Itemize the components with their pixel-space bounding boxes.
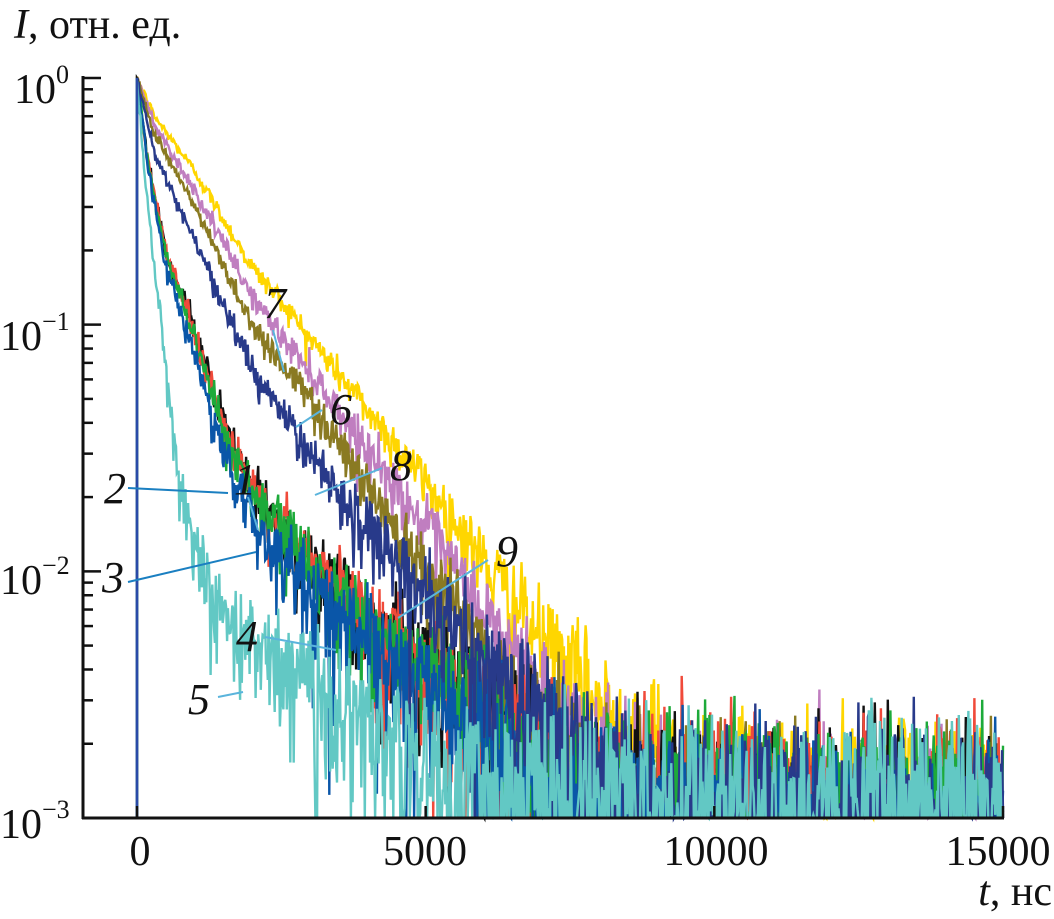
curve-label-1: 1	[234, 455, 256, 504]
curve-label-8: 8	[390, 441, 412, 490]
curve-label-9: 9	[496, 527, 518, 576]
series-group	[135, 73, 1005, 823]
y-axis-label: I, отн. ед.	[13, 2, 181, 48]
y-tick-labels: 100 10−1 10−2 10−3	[0, 60, 70, 848]
curve-label-3: 3	[101, 553, 124, 602]
y-tick-base: 10	[0, 314, 42, 360]
y-tick-label: 10−3	[0, 795, 70, 848]
leader-line-3	[127, 551, 257, 583]
leader-line-7	[272, 329, 285, 373]
x-tick-label: 5000	[383, 829, 467, 875]
leader-line-8	[314, 467, 383, 496]
curve-label-4: 4	[236, 612, 258, 661]
leader-line-6	[295, 409, 323, 428]
y-tick-base: 10	[0, 802, 42, 848]
y-axis-symbol: I	[13, 2, 30, 48]
x-tick-label: 0	[130, 829, 151, 875]
leader-lines	[127, 329, 489, 698]
y-tick-label: 10−2	[0, 551, 70, 604]
y-tick-exp: −1	[42, 307, 70, 336]
y-tick-exp: 0	[56, 60, 69, 89]
curve-labels: 7 6 8 1 2 3 9 4 5	[101, 279, 518, 724]
x-tick-label: 15000	[946, 829, 1051, 875]
curve-label-7: 7	[264, 279, 288, 328]
curve-label-2: 2	[104, 464, 126, 513]
leader-line-1	[247, 496, 259, 531]
y-tick-base: 10	[14, 67, 56, 113]
x-tick-label: 10000	[664, 829, 769, 875]
ticks	[83, 76, 1005, 820]
y-tick-exp: −2	[42, 551, 70, 580]
x-tick-labels: 0 5000 10000 15000	[130, 829, 1051, 875]
y-tick-base: 10	[0, 558, 42, 604]
leader-line-4	[264, 636, 337, 651]
x-axis-units: , нс	[990, 869, 1052, 915]
curve-label-6: 6	[330, 385, 352, 434]
series-7-line	[135, 76, 1004, 823]
y-tick-exp: −3	[42, 795, 70, 824]
y-axis-units: , отн. ед.	[28, 2, 181, 48]
leader-line-9	[397, 559, 489, 619]
curve-label-5: 5	[188, 675, 210, 724]
y-tick-label: 100	[14, 60, 69, 113]
leader-line-5	[217, 691, 244, 698]
y-tick-label: 10−1	[0, 307, 70, 360]
leader-line-2	[127, 487, 229, 494]
x-axis-label: t, нс	[978, 869, 1052, 915]
x-axis-symbol: t	[978, 869, 991, 915]
axes	[81, 76, 1004, 820]
